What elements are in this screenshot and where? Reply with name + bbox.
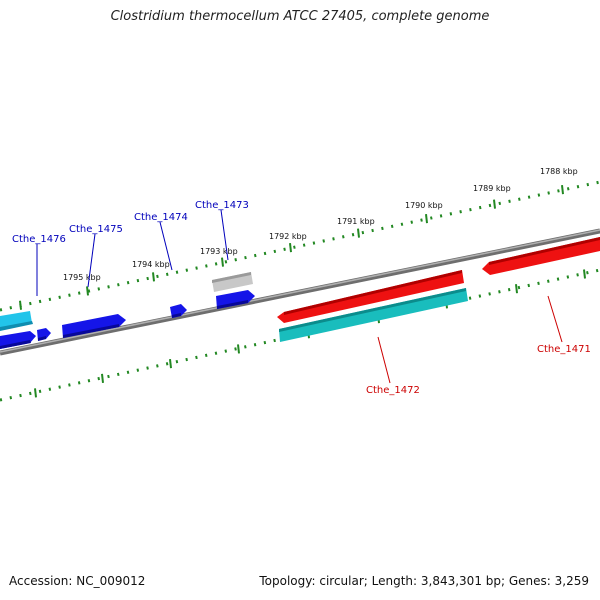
inner-major-tick [583,269,586,279]
inner-major-tick [169,359,172,369]
tick-labels: 1788 kbp 1789 kbp 1790 kbp 1791 kbp 1792… [63,167,578,282]
outer-major-tick [221,257,224,267]
outer-major-tick [86,286,89,296]
map-title: Clostridium thermocellum ATCC 27405, com… [110,9,490,24]
scale-tracks [0,180,600,402]
gene-label-cthe-1473[interactable]: Cthe_1473 [195,200,249,211]
gene-labels: Cthe_1476 Cthe_1475 Cthe_1474 Cthe_1473 … [12,200,591,396]
tick-label-1794: 1794 kbp [132,260,170,269]
outer-major-tick [561,184,564,195]
feature-blue-2[interactable] [37,328,51,341]
outer-major-tick [152,272,155,282]
inner-major-tick [34,388,37,398]
gene-label-cthe-1475[interactable]: Cthe_1475 [69,224,123,235]
inner-major-tick [515,284,518,294]
outer-major-tick [19,300,22,310]
feature-cthe-1474[interactable] [170,304,187,318]
tick-label-1795: 1795 kbp [63,273,101,282]
gene-label-cthe-1472[interactable]: Cthe_1472 [366,385,420,396]
tick-label-1791: 1791 kbp [337,217,375,226]
tick-label-1790: 1790 kbp [405,201,443,210]
feature-cthe-1472-red[interactable] [277,270,464,323]
topology-text: Topology: circular; Length: 3,843,301 bp… [259,574,589,588]
gene-label-cthe-1471[interactable]: Cthe_1471 [537,344,591,355]
tick-label-1792: 1792 kbp [269,232,307,241]
tick-label-1789: 1789 kbp [473,184,511,193]
inner-major-tick [101,373,104,384]
outer-tick-track [0,180,600,312]
feature-cthe-1475[interactable] [62,314,126,338]
feature-cthe-1472-teal[interactable] [279,288,468,342]
genome-backbone [0,228,600,356]
outer-major-tick [357,228,360,238]
forward-features [0,272,255,349]
feature-gray[interactable] [212,272,253,292]
gene-label-cthe-1474[interactable]: Cthe_1474 [134,212,188,223]
feature-blue-1[interactable] [0,331,36,349]
feature-light-blue-1[interactable] [0,311,33,331]
feature-cthe-1473[interactable] [216,290,255,309]
tick-label-1793: 1793 kbp [200,247,238,256]
inner-tick-track [0,268,600,402]
gene-label-cthe-1476[interactable]: Cthe_1476 [12,234,66,245]
outer-major-tick [289,243,292,253]
accession-text: Accession: NC_009012 [9,574,146,588]
inner-major-tick [237,344,240,354]
outer-major-tick [493,199,496,209]
feature-cthe-1471[interactable] [482,237,600,275]
outer-major-tick [425,214,428,224]
gene-leader-lines [36,209,563,384]
tick-label-1788: 1788 kbp [540,167,578,176]
reverse-features [277,237,600,342]
